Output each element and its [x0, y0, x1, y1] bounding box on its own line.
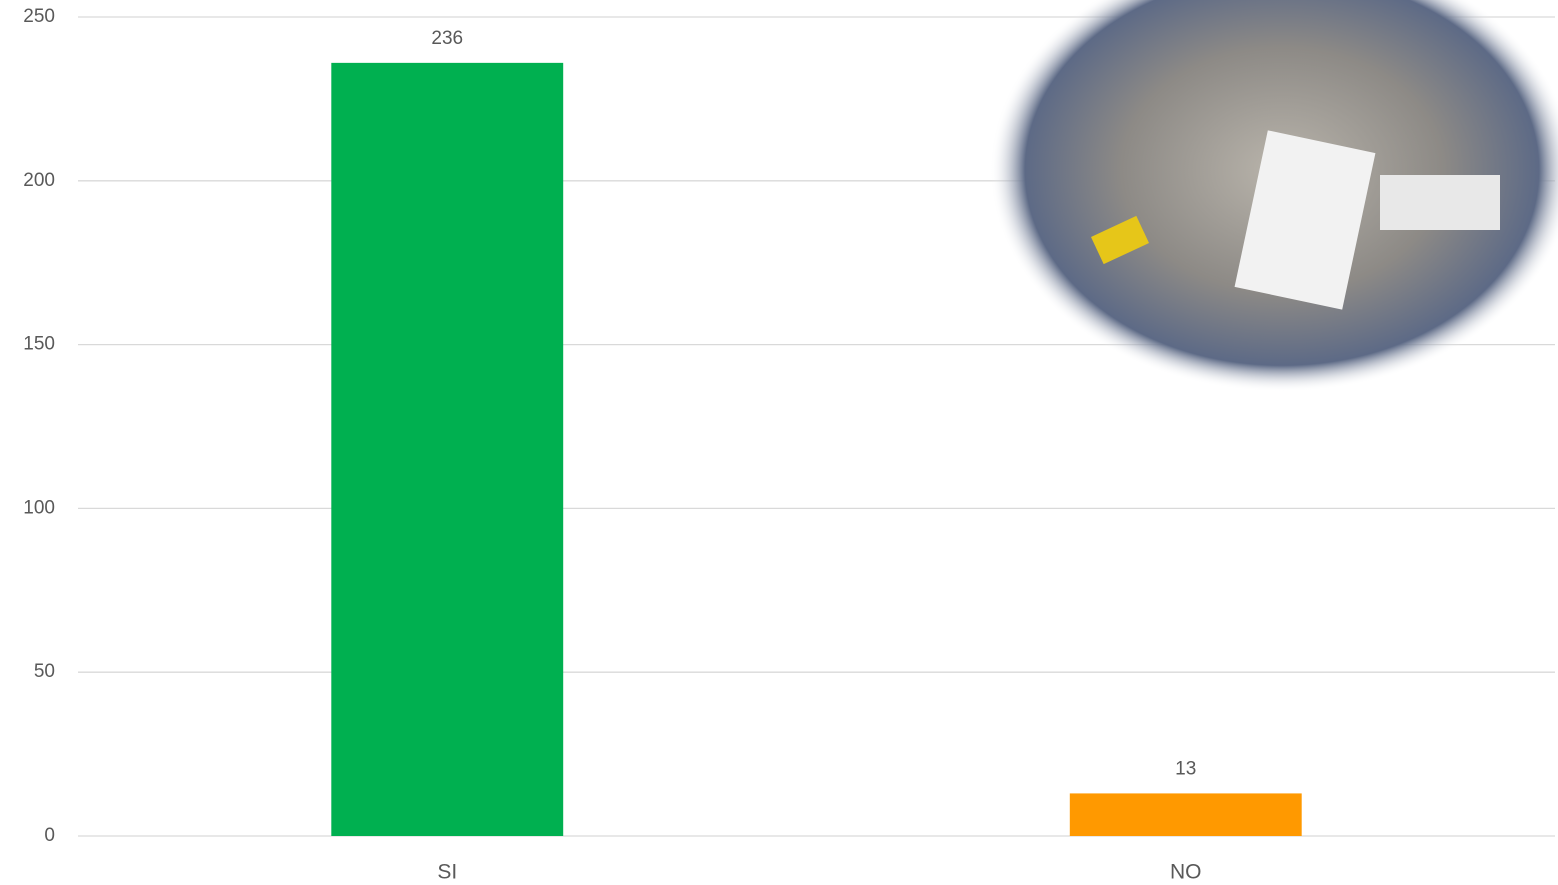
bar — [1069, 793, 1302, 836]
y-tick-label: 50 — [34, 661, 55, 682]
photo-table — [1380, 175, 1500, 230]
x-tick-label: SI — [437, 861, 457, 884]
photo — [990, 0, 1558, 392]
data-label: 236 — [431, 28, 463, 49]
photo-paper — [1234, 130, 1376, 310]
grid — [78, 16, 1555, 837]
y-tick-label: 150 — [23, 334, 55, 355]
y-tick-label: 100 — [23, 497, 55, 518]
data-label: 13 — [1175, 758, 1196, 779]
y-tick-label: 0 — [44, 825, 55, 846]
photo-flag — [1091, 215, 1149, 265]
bar — [331, 62, 564, 836]
y-tick-label: 250 — [23, 6, 55, 27]
bars — [331, 62, 1302, 836]
y-tick-label: 200 — [23, 170, 55, 191]
x-tick-label: NO — [1170, 861, 1202, 884]
